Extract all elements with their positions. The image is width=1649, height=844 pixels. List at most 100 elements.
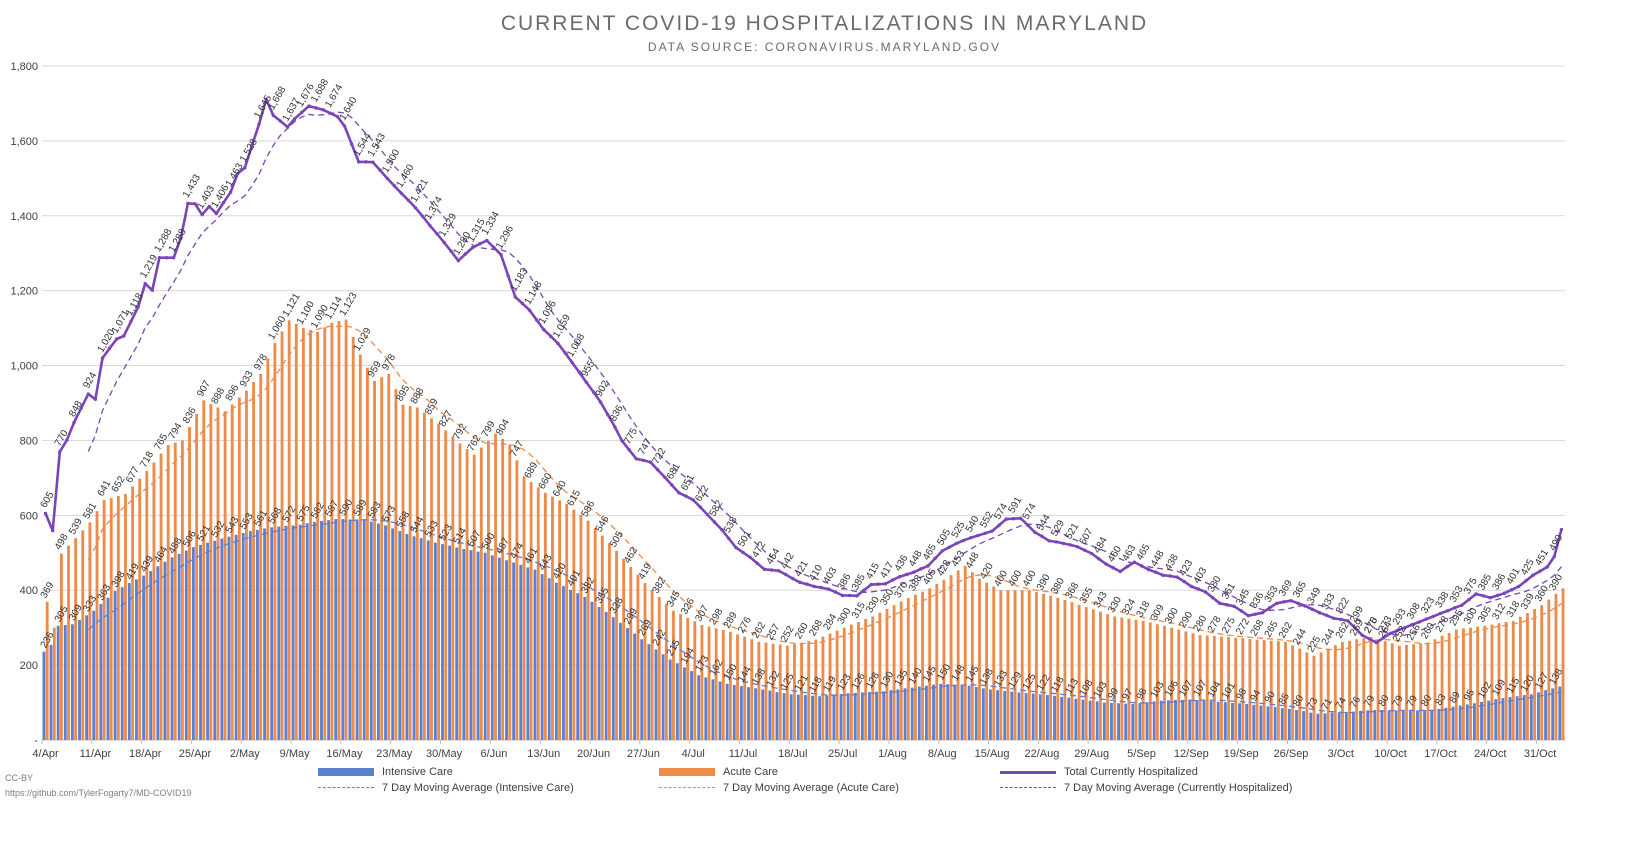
icu-bar [1024, 693, 1028, 740]
icu-bar [789, 694, 793, 740]
acute-bar [821, 636, 825, 740]
icu-bar [875, 691, 879, 740]
acute-bar [472, 454, 476, 740]
icu-bar [206, 542, 210, 740]
acute-bar [358, 354, 362, 740]
total-point [342, 124, 347, 128]
icu-bar [1416, 710, 1419, 740]
total-data-label: 507 [1078, 526, 1096, 546]
total-data-label: 681 [665, 461, 683, 481]
total-point [883, 582, 888, 586]
acute-bar [95, 511, 99, 740]
acute-bar [1106, 614, 1110, 740]
acute-data-label: 244 [1291, 627, 1309, 647]
icu-bar [1053, 695, 1056, 740]
icu-bar [1003, 690, 1007, 740]
icu-bar [113, 590, 117, 740]
legend-icu-swatch [318, 768, 374, 776]
legend-total-label: Total Currently Hospitalized [1064, 766, 1198, 778]
acute-data-label: 330 [864, 595, 882, 615]
acute-bar [914, 594, 917, 740]
icu-bar [291, 525, 295, 740]
icu-bar [846, 693, 850, 740]
total-point [598, 400, 603, 404]
total-point [513, 295, 517, 299]
total-point [136, 305, 140, 309]
acute-bar [515, 460, 519, 740]
icu-bar [1359, 710, 1362, 740]
acute-bar [963, 565, 967, 740]
total-point [890, 578, 895, 582]
total-point [1018, 516, 1023, 521]
total-point [122, 334, 126, 338]
acute-bar [1362, 638, 1366, 740]
x-tick-label: 25/Apr [179, 748, 212, 760]
icu-bar [661, 654, 665, 740]
total-point [712, 520, 717, 524]
icu-bar [747, 687, 750, 740]
icu-bar [284, 525, 288, 740]
acute-bar [166, 444, 170, 740]
icu-bar [419, 538, 423, 740]
total-point [314, 106, 318, 110]
acute-bar [408, 405, 412, 740]
total-point [406, 198, 411, 203]
y-tick-label: 1,800 [10, 61, 38, 73]
x-tick-label: 10/Oct [1374, 748, 1406, 760]
acute-bar [522, 476, 526, 740]
icu-data-label: 90 [1263, 689, 1278, 705]
acute-bar [173, 442, 177, 740]
total-point [755, 561, 759, 565]
icu-bar [1188, 699, 1192, 740]
x-tick-label: 6/Jun [480, 748, 507, 760]
total-point [1118, 569, 1122, 574]
icu-bar [163, 561, 167, 740]
acute-bar [1426, 642, 1430, 740]
icu-bar [540, 574, 544, 740]
intensive-care-bars [42, 519, 1562, 740]
icu-bar [1337, 712, 1341, 740]
icu-bar [1067, 697, 1071, 740]
acute-bar [494, 433, 497, 740]
acute-bar [245, 390, 248, 740]
total-point [705, 512, 710, 517]
acute-bar [1433, 639, 1437, 740]
icu-bar [1081, 699, 1085, 740]
icu-bar [305, 523, 309, 740]
acute-bar [202, 400, 206, 740]
icu-bar [832, 694, 836, 740]
legend-total-ma-swatch [1000, 787, 1056, 788]
icu-bar [455, 547, 459, 740]
acute-bar [607, 543, 611, 740]
icu-bar [811, 695, 814, 740]
total-point [947, 545, 952, 549]
total-point [1189, 584, 1194, 589]
acute-data-label: 1,029 [352, 326, 374, 354]
total-data-label: 955 [579, 359, 597, 379]
acute-bar [942, 579, 946, 740]
total-data-label: 622 [693, 483, 711, 503]
total-point [58, 449, 62, 454]
total-point [228, 190, 233, 194]
x-tick-label: 18/Jul [778, 748, 807, 760]
total-point [784, 572, 788, 577]
total-point [897, 575, 902, 579]
x-tick-label: 8/Aug [928, 748, 957, 760]
acute-bar [679, 614, 683, 740]
acute-bar [1326, 648, 1330, 740]
acute-data-label: 959 [366, 359, 384, 379]
acute-bar [273, 343, 277, 740]
acute-ma-line [87, 325, 1562, 651]
total-point [378, 168, 382, 172]
acute-bar [138, 478, 142, 740]
icu-bar [668, 659, 672, 740]
source-link[interactable]: https://github.com/TylerFogarty7/MD-COVI… [5, 788, 192, 798]
acute-bar [1440, 635, 1444, 740]
acute-bar [1284, 641, 1287, 740]
acute-bar [743, 636, 747, 740]
icu-bar [1181, 699, 1185, 740]
icu-bar [1537, 692, 1540, 740]
y-tick-label: 1,600 [10, 136, 38, 148]
x-tick-label: 11/Apr [80, 748, 112, 760]
